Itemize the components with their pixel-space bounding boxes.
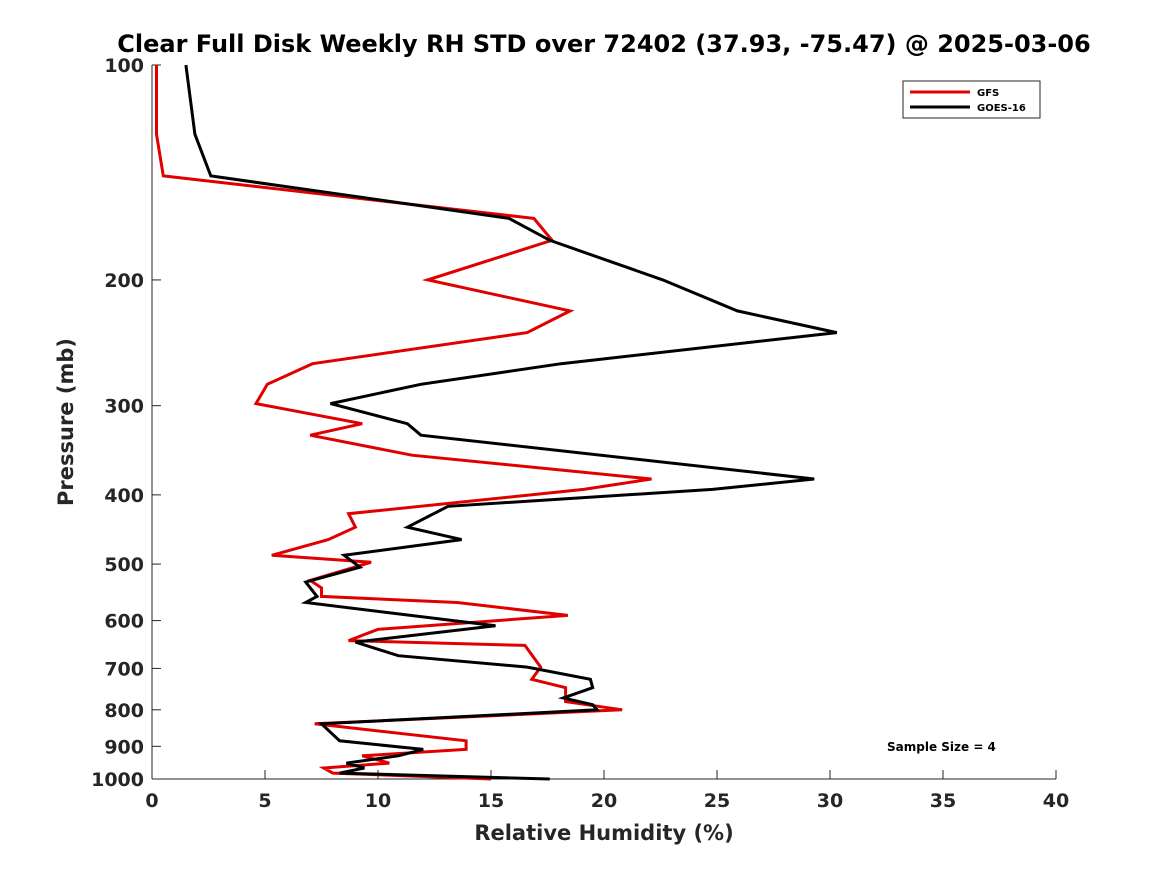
y-tick-label: 600	[104, 611, 144, 633]
y-tick-label: 100	[104, 55, 144, 77]
y-tick-label: 300	[104, 396, 144, 418]
x-tick-label: 5	[258, 790, 271, 812]
x-tick-label: 40	[1043, 790, 1069, 812]
y-axis-label: Pressure (mb)	[54, 338, 78, 506]
x-tick-label: 0	[145, 790, 158, 812]
series-group	[155, 64, 838, 781]
x-tick-label: 10	[365, 790, 391, 812]
x-tick-label: 35	[930, 790, 956, 812]
x-tick-label: 25	[704, 790, 730, 812]
ticks-group: 0 5 10 15 20 25 30 35 40 100 200 300 400 500 600 700 800…	[91, 55, 1069, 812]
chart-title: Clear Full Disk Weekly RH STD over 72402…	[117, 30, 1090, 58]
x-axis-label: Relative Humidity (%)	[474, 821, 733, 845]
legend-label-goes16: GOES-16	[977, 103, 1026, 114]
y-tick-label: 400	[104, 485, 144, 507]
y-tick-label: 200	[104, 270, 144, 292]
sample-size-annotation: Sample Size = 4	[887, 740, 996, 754]
legend-box	[902, 80, 1041, 119]
legend: GFS GOES-16	[902, 80, 1041, 119]
y-tick-label: 500	[104, 554, 144, 576]
y-tick-label: 700	[104, 658, 144, 680]
y-tick-label: 1000	[91, 769, 144, 791]
series-line-goes16	[184, 64, 838, 781]
x-tick-label: 20	[591, 790, 617, 812]
x-tick-label: 15	[478, 790, 504, 812]
x-tick-label: 30	[817, 790, 843, 812]
y-tick-label: 900	[104, 736, 144, 758]
legend-label-gfs: GFS	[977, 88, 999, 99]
y-tick-label: 800	[104, 700, 144, 722]
